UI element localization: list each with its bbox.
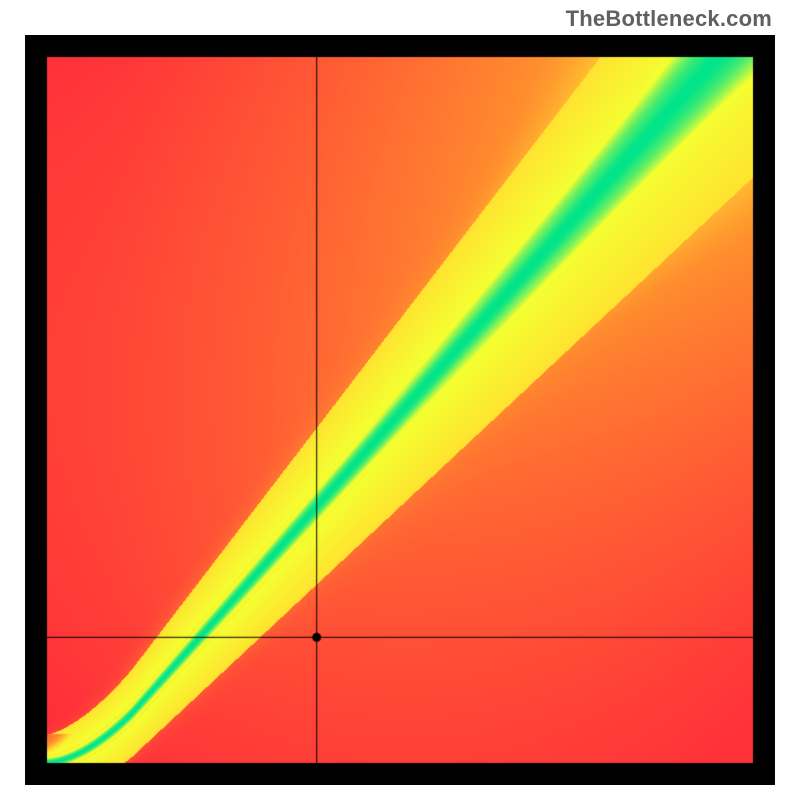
chart-frame [25,35,775,785]
watermark-text: TheBottleneck.com [566,6,772,32]
bottleneck-heatmap [25,35,775,785]
chart-container: TheBottleneck.com [0,0,800,800]
